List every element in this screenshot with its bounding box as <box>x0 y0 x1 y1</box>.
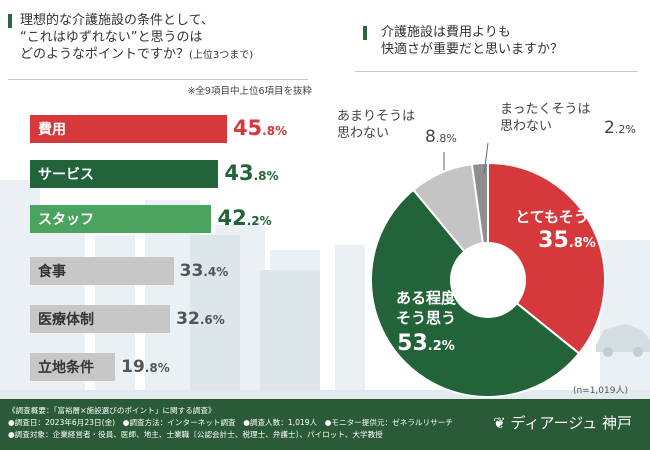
leaf-logo-icon: ❦ <box>493 414 506 432</box>
bar-medical: 医療体制 <box>30 305 171 333</box>
bar-value-location: 19.8% <box>121 357 170 377</box>
footer-line1: 《調査概要：「富裕層×施設選びのポイント」に関する調査》 <box>8 406 216 415</box>
pie-label-notmuch: あまりそうは 思わない <box>337 109 416 141</box>
car-icon <box>596 324 650 357</box>
question1-line3: どのようなポイントですか？(上位3つまで) <box>20 47 254 62</box>
pie-value-notmuch: 8.8% <box>425 127 457 147</box>
bar-location: 立地条件 <box>30 353 116 381</box>
pie-label-notatall: まったくそうは 思わない <box>500 102 591 134</box>
question2-line2: 快適さが重要だと思いますか？ <box>381 42 564 57</box>
pie-slice-very <box>487 161 606 355</box>
title-accent-bar <box>363 26 367 40</box>
bar-label-medical: 医療体制 <box>38 312 94 328</box>
bar-chart-note: ※全9項目中上位6項目を抜粋 <box>187 86 312 97</box>
sample-size-label: (n=1,019人) <box>572 386 628 396</box>
brand-logo: ❦ ディアージュ 神戸 <box>493 412 632 433</box>
bar-staff: スタッフ <box>30 205 212 233</box>
bar-label-location: 立地条件 <box>38 360 94 376</box>
bar-chart-title: 理想的な介護施設の条件として、 “これはゆずれない”と思うのは どのようなポイン… <box>8 10 308 80</box>
pie-label-some: ある程度 そう思う 53.2% <box>395 289 456 356</box>
question1-line2: “これはゆずれない”と思うのは <box>20 30 203 45</box>
bar-label-cost: 費用 <box>38 122 66 138</box>
brand-name: ディアージュ 神戸 <box>510 414 632 432</box>
bar-label-staff: スタッフ <box>38 212 94 228</box>
footer-line3: ●調査対象：企業経営者・役員、医師、地主、士業職〔公認会計士、税理士、弁護士〕、… <box>8 430 383 439</box>
pie-value-notatall: 2.2% <box>604 118 636 138</box>
bar-label-service: サービス <box>38 167 94 183</box>
question1-note: (上位3つまで) <box>189 50 254 61</box>
pie-chart <box>370 161 606 398</box>
bar-value-staff: 42.2% <box>217 206 272 230</box>
pie-center-hole <box>450 242 526 318</box>
title-accent-bar <box>8 14 12 28</box>
question1-line1: 理想的な介護施設の条件として、 <box>20 13 214 28</box>
pie-label-very: とてもそう思う 35.8% <box>515 208 619 253</box>
bar-meal: 食事 <box>30 257 174 285</box>
bar-cost: 費用 <box>30 115 227 143</box>
bar-value-service: 43.8% <box>224 161 279 185</box>
bar-label-meal: 食事 <box>38 264 66 280</box>
question2-line1: 介護施設は費用よりも <box>381 25 511 40</box>
bar-value-medical: 32.6% <box>176 309 225 329</box>
leader-line-notatall <box>483 142 489 175</box>
bar-service: サービス <box>30 160 219 188</box>
pie-chart-title: 介護施設は費用よりも 快適さが重要だと思いますか？ <box>355 10 638 72</box>
footer-line2: ●調査日：2023年6月23日(金) ●調査方法：インターネット調査 ●調査人数… <box>8 418 453 427</box>
footer: 《調査概要：「富裕層×施設選びのポイント」に関する調査》 ●調査日：2023年6… <box>0 399 650 450</box>
bar-value-cost: 45.8% <box>232 116 288 140</box>
bar-value-meal: 33.4% <box>179 261 229 281</box>
